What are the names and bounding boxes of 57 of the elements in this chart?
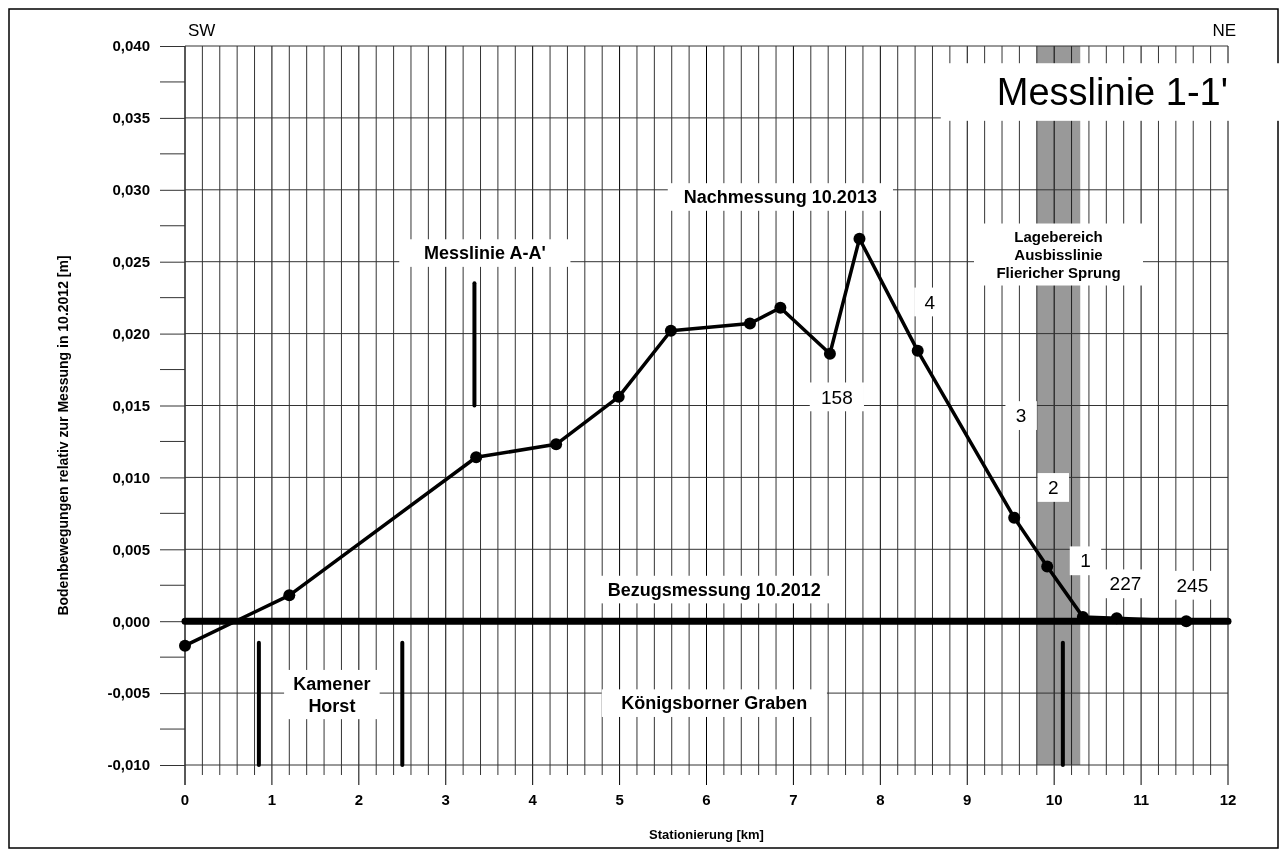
- band-label: Lagebereich Ausbisslinie Fliericher Sprung: [996, 227, 1121, 281]
- x-tick-label: 8: [876, 791, 885, 808]
- point: [550, 438, 563, 451]
- x-tick-label: 7: [789, 791, 798, 808]
- point: [743, 317, 756, 330]
- y-tick-label: 0,020: [112, 324, 150, 342]
- point: [853, 232, 866, 245]
- point: [1110, 612, 1123, 625]
- series-label: Nachmessung 10.2013: [683, 187, 877, 208]
- y-tick-label: 0,040: [112, 37, 150, 55]
- y-tick-label: -0,010: [107, 756, 150, 774]
- x-tick-label: 12: [1219, 791, 1237, 808]
- annotation: 4: [924, 291, 936, 313]
- text: Messlinie 1-1': [996, 71, 1228, 114]
- annotation: Kamener Horst: [293, 674, 371, 716]
- x-tick-label: 3: [441, 791, 450, 808]
- annotation: 2: [1048, 477, 1059, 499]
- annotation: 158: [821, 386, 853, 408]
- x-tick-label: 9: [963, 791, 972, 808]
- x-tick-label: 2: [354, 791, 364, 808]
- point: [664, 324, 677, 337]
- point: [470, 451, 483, 464]
- series-label: Bezugsmessung 10.2012: [607, 579, 821, 600]
- text: SW: [188, 21, 216, 40]
- y-tick-label: 0,000: [112, 612, 150, 630]
- x-tick-label: 1: [267, 791, 277, 808]
- x-tick-label: 5: [615, 791, 624, 808]
- x-tick-label: 4: [528, 791, 538, 808]
- y-tick-label: 0,010: [112, 468, 150, 486]
- point: [823, 347, 836, 360]
- y-axis-title: Bodenbewegungen relativ zur Messung in 10.2012 [m]: [55, 255, 71, 616]
- point: [612, 390, 625, 403]
- point: [911, 344, 924, 357]
- annotation: 3: [1015, 405, 1027, 427]
- annotation: Messlinie A-A': [424, 243, 546, 264]
- point: [774, 301, 787, 314]
- point: [1180, 615, 1193, 628]
- y-tick-label: 0,030: [112, 181, 150, 199]
- x-tick-label: 0: [180, 791, 190, 808]
- y-tick-label: 0,005: [112, 540, 150, 558]
- point: [179, 639, 191, 652]
- x-tick-label: 10: [1045, 791, 1063, 808]
- x-axis-title: Stationierung [km]: [649, 827, 764, 842]
- y-tick-label: 0,015: [112, 396, 150, 414]
- annotation: 1: [1080, 550, 1091, 572]
- x-tick-label: 6: [702, 791, 711, 808]
- point: [1008, 511, 1021, 524]
- annotation: 227: [1109, 573, 1142, 595]
- y-tick-label: 0,035: [112, 109, 150, 127]
- x-tick-label: 11: [1133, 791, 1150, 808]
- point: [283, 589, 296, 602]
- annotation: 245: [1176, 574, 1209, 596]
- annotation: Königsborner Graben: [621, 693, 808, 714]
- y-tick-label: 0,025: [112, 253, 150, 270]
- y-tick-label: -0,005: [107, 684, 150, 702]
- point: [1041, 560, 1054, 573]
- text: NE: [1212, 21, 1236, 40]
